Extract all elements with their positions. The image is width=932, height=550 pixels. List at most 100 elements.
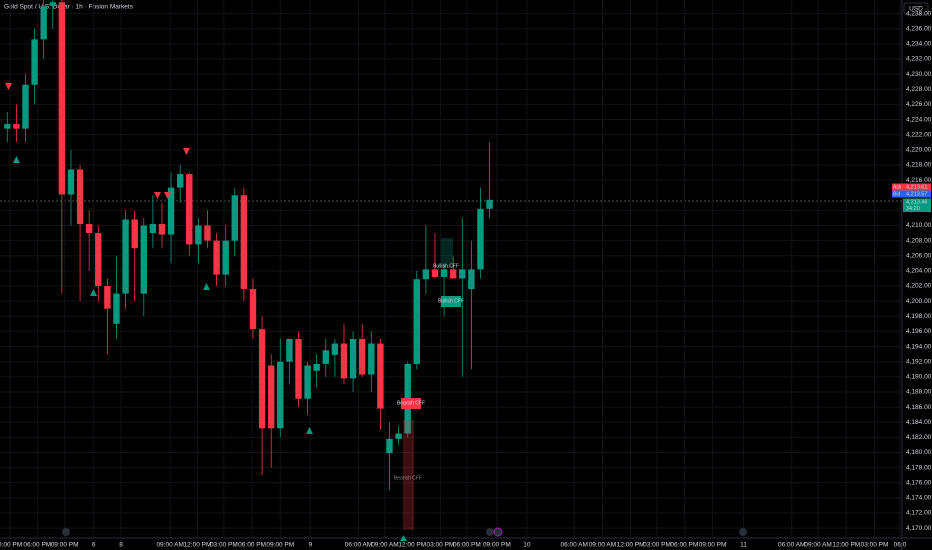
candle-body: [104, 286, 111, 309]
x-tick-label: 11: [740, 542, 747, 549]
price-label-box: [903, 190, 931, 198]
candle-body: [31, 39, 38, 85]
price-label-tag: [892, 190, 903, 198]
event-icon[interactable]: [493, 527, 503, 537]
y-tick-label: 4,192.00: [906, 358, 932, 365]
candle-body: [322, 350, 329, 364]
price-label: 4,213.61: [906, 184, 927, 190]
candle-body: [49, 2, 56, 7]
candle-body: [186, 174, 193, 245]
currency[interactable]: USD: [909, 6, 923, 13]
x-tick-label: 06:00 AM: [560, 542, 587, 549]
candle-body: [167, 187, 175, 235]
y-tick-label: 4,202.00: [906, 283, 932, 290]
y-tick-label: 4,228.00: [906, 86, 932, 93]
candle-body: [477, 208, 484, 270]
y-tick-label: 4,200.00: [906, 298, 932, 305]
candle-body: [413, 279, 420, 364]
y-tick-label: 4,216.00: [906, 177, 932, 184]
candle-body: [386, 438, 393, 454]
annotation-box: [401, 398, 421, 409]
price-label: 4,213.57: [906, 191, 927, 197]
candle-body: [231, 195, 238, 241]
candle-body: [377, 343, 384, 409]
chart-title: Gold Spot / U.S. Dollar · 1h · Fusion Ma…: [4, 4, 134, 11]
y-tick-label: 4,170.00: [906, 525, 932, 532]
x-tick-label: 06:00 PM: [23, 542, 51, 549]
candle-body: [395, 433, 402, 439]
candle-body: [258, 329, 266, 429]
candle-body: [195, 225, 202, 245]
y-tick-label: 4,196.00: [906, 328, 932, 335]
x-tick-label: 6: [92, 542, 96, 549]
event-icon[interactable]: [486, 528, 494, 536]
x-tick-label: 09:00 PM: [51, 542, 79, 549]
annotation: Bearish CFF: [394, 475, 422, 481]
candle-body: [340, 343, 348, 379]
x-tick-label: 0:00 PM: [0, 542, 22, 549]
y-tick-label: 4,172.00: [906, 510, 932, 517]
annotation-box: [441, 296, 461, 307]
y-tick-label: 4,194.00: [906, 343, 932, 350]
x-tick-label: 06:00 PM: [453, 542, 481, 549]
candle-body: [222, 240, 229, 275]
candle-body: [358, 338, 366, 375]
candle-body: [331, 343, 339, 355]
x-tick-label: 09:00 AM: [589, 542, 616, 549]
price-label-box: [903, 198, 931, 206]
y-tick-label: 4,186.00: [906, 404, 932, 411]
candle-body: [4, 124, 11, 129]
price-label-box: [903, 183, 931, 191]
candle-body: [440, 269, 448, 277]
buy-signal: [13, 156, 20, 163]
candle-body: [286, 338, 293, 362]
candle-body: [95, 233, 102, 287]
candle-body: [468, 269, 475, 290]
candle-body: [149, 223, 157, 234]
axis-icons: [62, 527, 747, 537]
currency-button[interactable]: [903, 2, 929, 15]
candle-body: [40, 6, 47, 40]
candle-body: [313, 363, 320, 371]
candle-body: [131, 219, 138, 249]
candle-body: [85, 223, 93, 234]
x-tick-label: 09:00 AM: [804, 542, 831, 549]
x-tick-label: 06:00 AM: [345, 542, 372, 549]
candle-body: [267, 365, 275, 429]
sell-signal: [183, 148, 190, 155]
y-tick-label: 4,230.00: [906, 71, 932, 78]
candle-body: [349, 338, 357, 379]
candle-body: [122, 219, 129, 294]
candle-body: [431, 269, 439, 277]
y-tick-label: 4,234.00: [906, 41, 932, 48]
y-tick-label: 4,210.00: [906, 222, 932, 229]
y-tick-label: 4,182.00: [906, 434, 932, 441]
price-label: 4,213.46: [906, 199, 927, 205]
y-tick-label: 4,226.00: [906, 101, 932, 108]
x-tick-label: 09:00 AM: [371, 542, 398, 549]
y-tick-label: 4,190.00: [906, 374, 932, 381]
x-tick-label: 8: [119, 542, 123, 549]
candle-body: [176, 174, 184, 188]
buy-signal: [306, 427, 313, 434]
annotation: Bullish CFF: [438, 298, 464, 304]
y-tick-label: 4,206.00: [906, 252, 932, 259]
x-tick-label: 09:00 AM: [156, 542, 183, 549]
event-icon[interactable]: [62, 528, 70, 536]
y-tick-label: 4,204.00: [906, 268, 932, 275]
x-tick-label: 12:00 PM: [832, 542, 860, 549]
candle-body: [240, 195, 248, 290]
candle-body: [113, 293, 120, 324]
price-label-tag: [892, 183, 903, 191]
bullish-zone: [441, 238, 453, 268]
candle-body: [449, 269, 457, 279]
y-tick-label: 4,188.00: [906, 389, 932, 396]
candle-body: [204, 225, 211, 241]
buy-signal: [400, 535, 407, 541]
countdown: 34:20: [906, 206, 920, 212]
candle-body: [13, 124, 20, 129]
x-tick-label: 9: [309, 542, 313, 549]
x-tick-label: 12:00 PM: [184, 542, 212, 549]
candle-body: [213, 240, 220, 275]
event-icon[interactable]: [739, 528, 747, 536]
